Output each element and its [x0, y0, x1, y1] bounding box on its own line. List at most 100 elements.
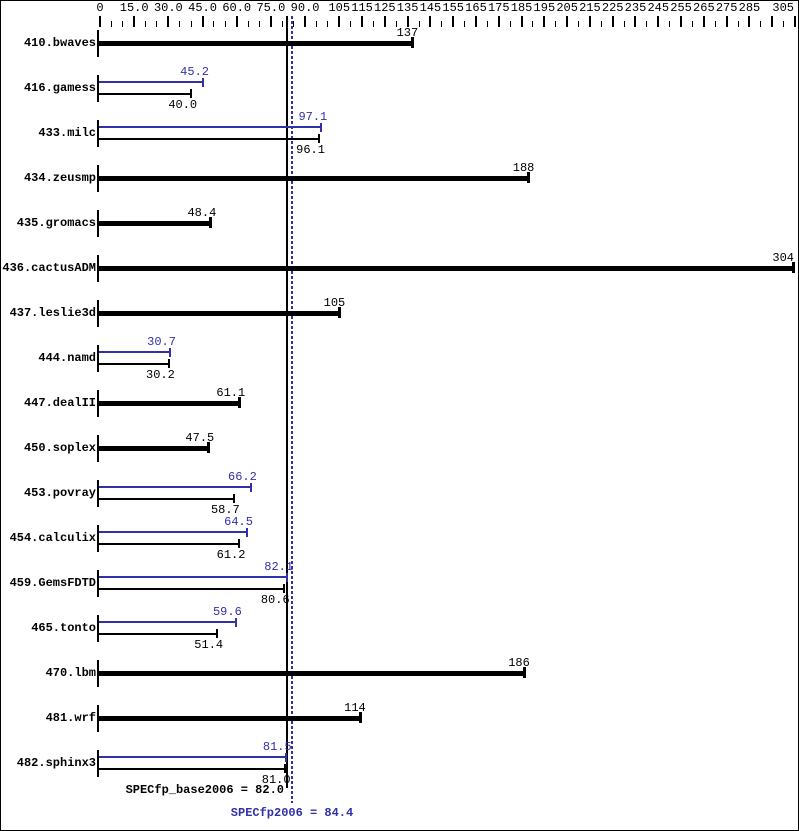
- base-bar: [99, 266, 793, 271]
- row-baseline: [97, 480, 99, 507]
- peak-bar: [99, 576, 288, 578]
- axis-minor-tick: [623, 21, 625, 27]
- benchmark-label: 459.GemsFDTD: [9, 576, 96, 590]
- reference-line-peak: [291, 16, 294, 803]
- axis-tick-label: 145: [419, 1, 442, 15]
- row-baseline: [97, 300, 99, 327]
- axis-major-tick: [748, 16, 751, 27]
- axis-minor-tick: [190, 21, 192, 27]
- axis-tick-label: 245: [647, 1, 670, 15]
- row-baseline: [97, 210, 99, 237]
- peak-bar: [99, 126, 322, 128]
- row-baseline: [97, 570, 99, 597]
- base-bar: [99, 138, 319, 140]
- base-value-label: 96.1: [296, 143, 325, 157]
- benchmark-label: 470.lbm: [45, 666, 96, 680]
- axis-tick-label: 265: [693, 1, 715, 15]
- base-value-label: 40.0: [168, 98, 198, 112]
- axis-tick-label: 125: [374, 1, 396, 15]
- base-bar-endcap: [411, 37, 415, 48]
- base-bar-endcap: [238, 397, 242, 408]
- base-bar: [99, 363, 169, 365]
- row-baseline: [97, 30, 99, 57]
- peak-value-label: 45.2: [180, 65, 209, 79]
- axis-tick-label: 30.0: [153, 1, 183, 15]
- base-bar-endcap: [283, 764, 286, 773]
- axis-major-tick: [406, 16, 409, 27]
- peak-value-label: 30.7: [147, 335, 176, 349]
- axis-major-tick: [611, 16, 614, 27]
- peak-bar: [99, 621, 236, 623]
- base-bar: [99, 671, 524, 676]
- peak-bar-endcap: [320, 123, 323, 132]
- axis-tick-label: 205: [556, 1, 578, 15]
- base-bar: [99, 716, 360, 721]
- axis-minor-tick: [714, 21, 716, 27]
- axis-minor-tick: [350, 21, 352, 27]
- base-value-label: 51.4: [194, 638, 224, 652]
- axis-minor-tick: [179, 21, 181, 27]
- summary-peak-mean-label: SPECfp2006 = 84.4: [230, 806, 354, 820]
- peak-bar: [99, 531, 247, 533]
- benchmark-label: 435.gromacs: [16, 216, 96, 230]
- axis-major-tick: [167, 16, 170, 27]
- axis-tick-label: 305: [772, 1, 794, 15]
- base-value-label: 48.4: [187, 206, 217, 220]
- benchmark-label: 450.soplex: [23, 441, 96, 455]
- base-value-label: 186: [508, 656, 530, 670]
- base-bar-endcap: [527, 172, 531, 183]
- base-value-label: 188: [512, 161, 535, 175]
- axis-minor-tick: [509, 21, 511, 27]
- peak-value-label: 66.2: [228, 470, 257, 484]
- axis-minor-tick: [110, 21, 112, 27]
- base-bar-endcap: [522, 667, 526, 678]
- peak-value-label: 97.1: [298, 110, 328, 124]
- base-value-label: 137: [396, 26, 419, 40]
- axis-minor-tick: [395, 21, 397, 27]
- axis-tick-label: 195: [533, 1, 556, 15]
- peak-bar-endcap: [201, 78, 204, 87]
- axis-minor-tick: [691, 21, 693, 27]
- axis-tick-label: 15.0: [119, 1, 149, 15]
- axis-tick-label: 75.0: [256, 1, 286, 15]
- base-bar: [99, 498, 234, 500]
- base-value-label: 61.2: [216, 548, 246, 562]
- peak-bar: [99, 351, 170, 353]
- base-bar: [99, 401, 240, 406]
- base-value-label: 114: [344, 701, 366, 715]
- axis-major-tick: [133, 16, 136, 27]
- peak-bar-endcap: [168, 348, 171, 357]
- benchmark-label: 482.sphinx3: [16, 756, 96, 770]
- axis-major-tick: [99, 16, 101, 27]
- axis-tick-label: 165: [465, 1, 487, 15]
- row-baseline: [97, 120, 99, 147]
- peak-value-label: 82.1: [264, 560, 294, 574]
- row-baseline: [97, 525, 99, 552]
- row-baseline: [97, 750, 99, 777]
- axis-minor-tick: [646, 21, 648, 27]
- axis-major-tick: [680, 16, 683, 27]
- axis-major-tick: [452, 16, 455, 27]
- axis-major-tick: [201, 16, 204, 27]
- benchmark-label: 453.povray: [23, 486, 96, 500]
- benchmark-label: 410.bwaves: [23, 36, 96, 50]
- axis-tick-label: 235: [624, 1, 647, 15]
- base-bar-endcap: [207, 442, 211, 453]
- base-bar: [99, 633, 218, 635]
- axis-minor-tick: [600, 21, 602, 27]
- axis-major-tick: [474, 16, 477, 27]
- row-baseline: [97, 435, 99, 462]
- base-bar: [99, 93, 192, 95]
- axis-tick-label: 215: [579, 1, 601, 15]
- axis-minor-tick: [213, 21, 215, 27]
- base-bar-endcap: [209, 217, 213, 228]
- base-value-label: 47.5: [185, 431, 215, 445]
- axis-minor-tick: [669, 21, 671, 27]
- benchmark-label: 465.tonto: [31, 621, 96, 635]
- base-bar-endcap: [317, 134, 320, 143]
- axis-minor-tick: [441, 21, 443, 27]
- axis-major-tick: [771, 16, 774, 27]
- peak-bar: [99, 486, 251, 488]
- axis-minor-tick: [418, 21, 420, 27]
- base-bar: [99, 41, 413, 46]
